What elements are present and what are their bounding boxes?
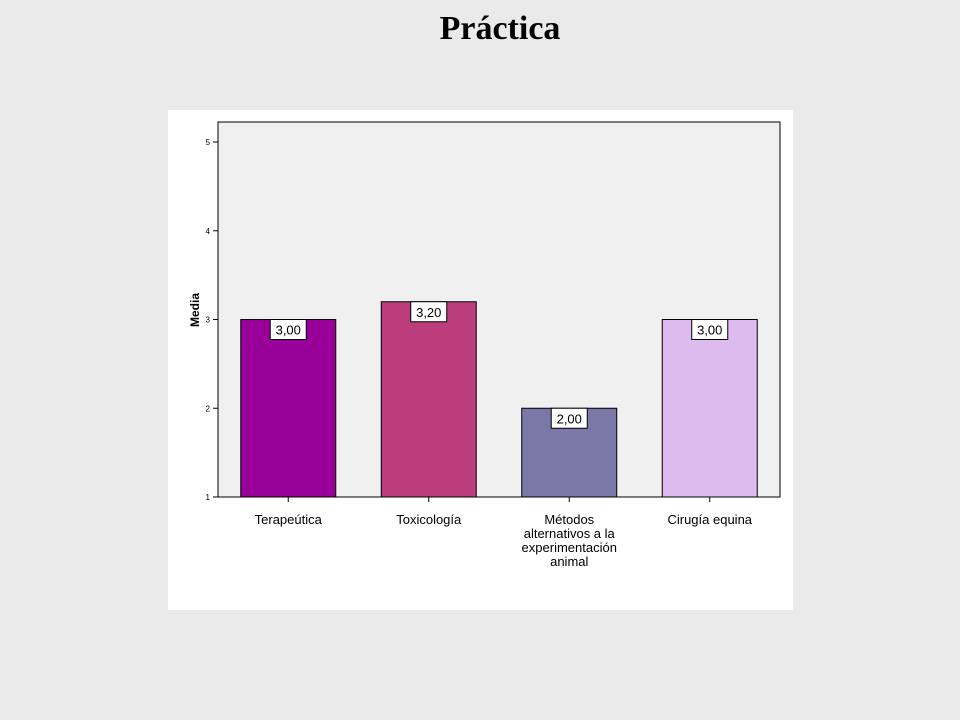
y-tick-label: 3 bbox=[206, 316, 211, 325]
category-label: Cirugía equina bbox=[667, 512, 752, 527]
category-label: Terapeútica bbox=[255, 512, 323, 527]
y-tick-label: 4 bbox=[206, 227, 211, 236]
value-label-box bbox=[269, 319, 307, 340]
slide-title: Práctica bbox=[439, 10, 561, 47]
y-axis-label: Media bbox=[188, 293, 202, 327]
value-label: 3,00 bbox=[697, 323, 722, 338]
value-label-box bbox=[691, 319, 729, 340]
y-tick-label: 5 bbox=[206, 138, 211, 147]
value-label: 3,00 bbox=[276, 323, 301, 338]
y-tick-label: 1 bbox=[206, 493, 211, 502]
value-label-box bbox=[550, 407, 588, 429]
category-label: Métodos alternativos a la experimentación a… bbox=[522, 512, 617, 569]
value-label: 3,20 bbox=[416, 305, 441, 320]
value-label-box bbox=[410, 301, 448, 323]
chart-panel: 1 2 3 4 5 3,00 3,20 2,00 3,00 Terapeútica Toxico… bbox=[168, 110, 793, 610]
y-tick-label: 2 bbox=[206, 404, 211, 413]
bar bbox=[240, 319, 337, 498]
bar bbox=[380, 301, 477, 498]
value-label: 2,00 bbox=[557, 411, 582, 426]
bar-chart: 1 2 3 4 5 3,00 3,20 2,00 3,00 Terapeútica Toxico… bbox=[188, 121, 781, 569]
category-label: Toxicología bbox=[396, 512, 462, 527]
bar bbox=[661, 319, 758, 498]
